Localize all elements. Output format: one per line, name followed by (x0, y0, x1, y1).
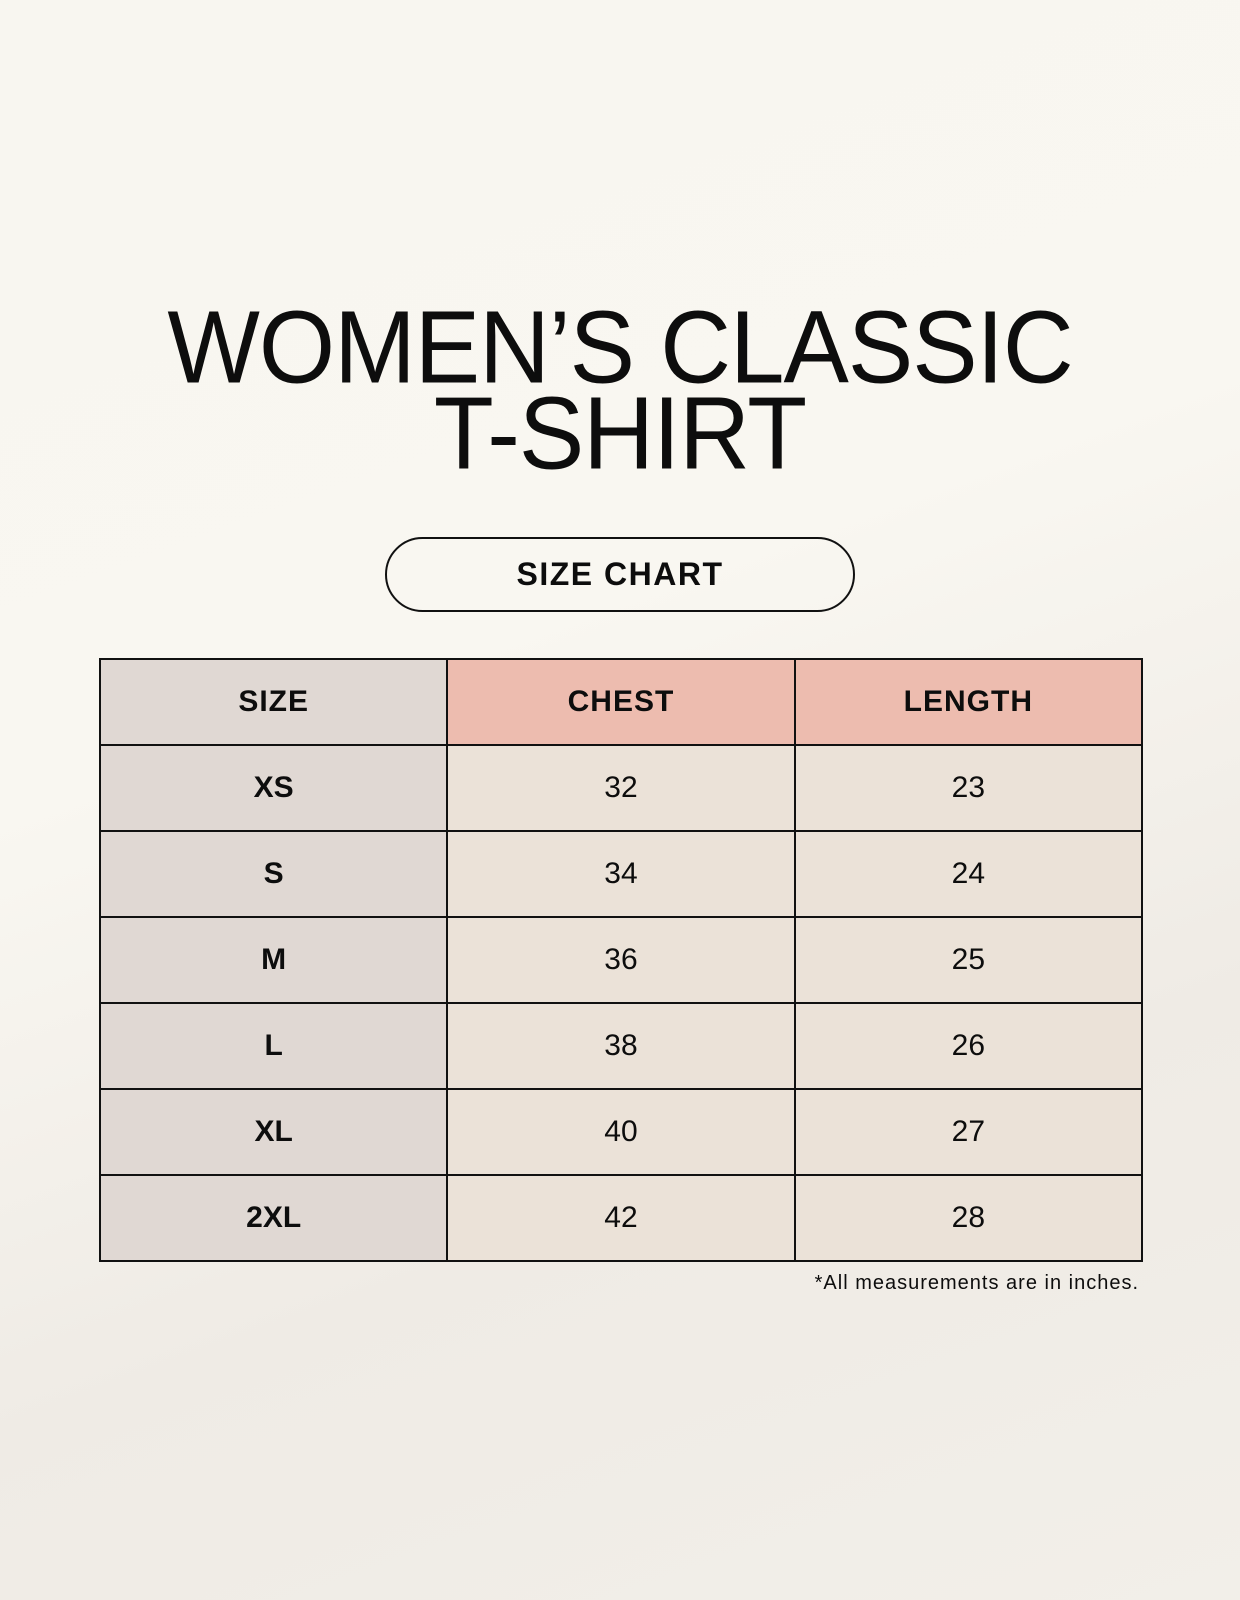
header-length: LENGTH (793, 658, 1144, 746)
cell-length: 23 (793, 744, 1144, 832)
cell-length: 26 (793, 1002, 1144, 1090)
header-size: SIZE (98, 658, 449, 746)
cell-chest: 32 (446, 744, 796, 832)
cell-chest: 42 (446, 1174, 796, 1262)
table-row: 2XL 42 28 (98, 1174, 1144, 1262)
cell-length: 24 (793, 830, 1144, 918)
cell-length: 25 (793, 916, 1144, 1004)
footnote: *All measurements are in inches. (814, 1272, 1139, 1294)
cell-size: L (98, 1002, 449, 1090)
table-row: S 34 24 (98, 830, 1144, 918)
cell-length: 27 (793, 1088, 1144, 1176)
cell-length: 28 (793, 1174, 1144, 1262)
cell-chest: 40 (446, 1088, 796, 1176)
header-chest: CHEST (446, 658, 796, 746)
table-header-row: SIZE CHEST LENGTH (98, 658, 1144, 746)
table-row: XS 32 23 (98, 744, 1144, 832)
cell-chest: 34 (446, 830, 796, 918)
size-table: SIZE CHEST LENGTH XS 32 23 S 34 24 M 36 25 L 38 26 X… (98, 658, 1144, 1262)
cell-chest: 38 (446, 1002, 796, 1090)
cell-size: S (98, 830, 449, 918)
table-row: L 38 26 (98, 1002, 1144, 1090)
title-line-1: WOMEN’S CLASSIC (167, 289, 1073, 405)
table-row: XL 40 27 (98, 1088, 1144, 1176)
cell-size: XS (98, 744, 449, 832)
cell-size: 2XL (98, 1174, 449, 1262)
cell-size: XL (98, 1088, 449, 1176)
page-title: WOMEN’S CLASSIC T-SHIRT (0, 289, 1240, 491)
size-chart-badge: SIZE CHART (385, 537, 855, 612)
title-line-2: T-SHIRT (433, 375, 807, 491)
cell-chest: 36 (446, 916, 796, 1004)
table-row: M 36 25 (98, 916, 1144, 1004)
cell-size: M (98, 916, 449, 1004)
